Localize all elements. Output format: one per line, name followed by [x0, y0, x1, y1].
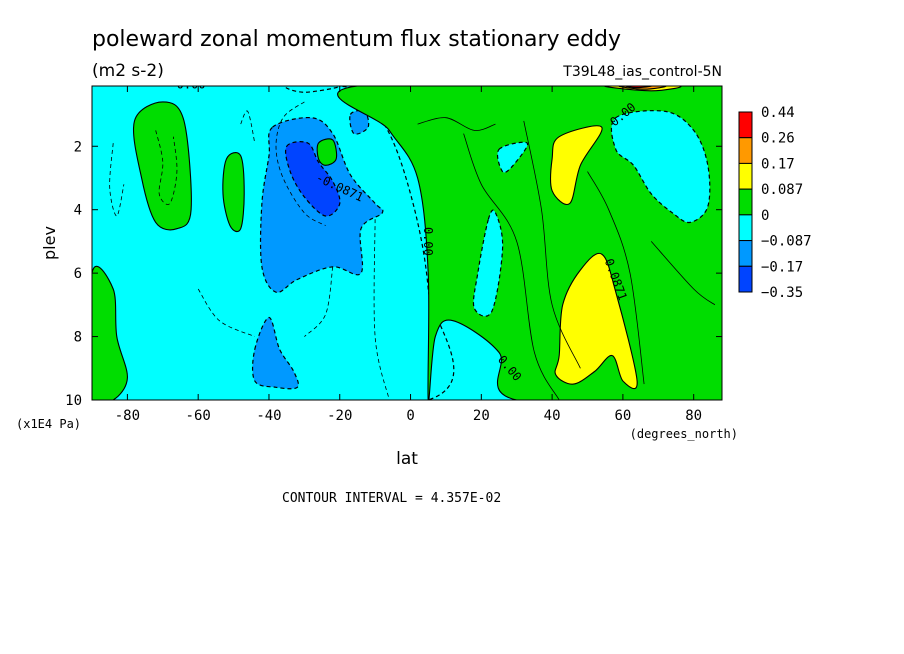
contour-region — [284, 86, 341, 93]
colorbar-swatch — [738, 162, 753, 190]
contour-line — [523, 120, 581, 369]
contour-region — [316, 138, 338, 166]
chart-subtitle: (m2 s-2) — [92, 61, 164, 81]
y-axis: 2 4 6 8 10 — [65, 139, 722, 409]
colorbar-swatch — [738, 111, 753, 139]
colorbar-label: 0.087 — [761, 182, 803, 198]
contour-region — [337, 86, 722, 400]
contour-line — [275, 101, 326, 226]
y-tick-label: 8 — [74, 330, 82, 346]
colorbar-label: 0.44 — [761, 105, 795, 121]
contour-line — [587, 171, 645, 385]
colorbar-label: 0.26 — [761, 131, 795, 147]
y-axis-units: (x1E4 Pa) — [16, 417, 81, 431]
colorbar-label: 0.17 — [761, 156, 795, 172]
x-axis: -80 -60 -40 -20 0 20 40 60 80 — [115, 86, 702, 424]
x-tick-label: 60 — [614, 408, 631, 424]
contour-line — [155, 130, 178, 205]
x-tick-label: 80 — [685, 408, 702, 424]
y-axis-label: plev — [40, 226, 59, 260]
y-tick-label: 10 — [65, 393, 82, 409]
contour-region — [549, 125, 603, 205]
colorbar: 0.44 0.26 0.17 0.087 0 −0.087 −0.17 −0.35 — [738, 105, 812, 301]
plot-frame — [91, 85, 723, 401]
contour-region — [496, 141, 529, 174]
contour-region — [610, 110, 711, 224]
colorbar-swatch — [738, 188, 753, 216]
x-tick-label: -20 — [327, 408, 352, 424]
colorbar-swatch — [738, 240, 753, 267]
contour-region — [251, 316, 299, 390]
filled-regions — [92, 86, 722, 400]
contour-line — [417, 117, 496, 131]
y-tick-label: 6 — [74, 266, 82, 282]
contour-label: 0.00 — [421, 227, 435, 256]
contour-region — [472, 209, 504, 317]
x-tick-label: 20 — [473, 408, 490, 424]
colorbar-swatch — [738, 214, 753, 242]
x-tick-label: -60 — [186, 408, 211, 424]
colorbar-label: −0.35 — [761, 285, 803, 301]
contour-line — [463, 133, 560, 400]
colorbar-swatch — [738, 137, 753, 164]
contour-line — [650, 241, 716, 306]
contour-lines — [109, 101, 716, 400]
x-tick-label: -40 — [256, 408, 281, 424]
x-axis-label: lat — [396, 449, 418, 469]
contour-line — [109, 143, 125, 217]
x-axis-units: (degrees_north) — [630, 427, 738, 441]
colorbar-label: 0 — [761, 208, 769, 224]
contour-line — [304, 266, 334, 337]
x-tick-label: 40 — [544, 408, 561, 424]
y-tick-label: 4 — [74, 203, 82, 219]
contour-line — [240, 110, 256, 144]
colorbar-label: −0.087 — [761, 234, 812, 250]
contour-region — [222, 152, 245, 233]
contour-region — [349, 109, 370, 135]
colorbar-label: −0.17 — [761, 259, 803, 275]
dataset-label: T39L48_ias_control-5N — [562, 64, 722, 80]
contour-line — [197, 288, 255, 337]
x-tick-label: 0 — [406, 408, 414, 424]
chart-title: poleward zonal momentum flux stationary … — [92, 27, 621, 52]
y-tick-label: 2 — [74, 139, 82, 155]
colorbar-swatch — [738, 265, 753, 293]
contour-region — [284, 141, 341, 217]
contour-region — [92, 265, 128, 400]
contour-label: 0.00 — [177, 77, 206, 91]
x-tick-label: -80 — [115, 408, 140, 424]
contour-region — [554, 252, 638, 390]
contour-interval: CONTOUR INTERVAL = 4.357E-02 — [282, 491, 501, 506]
